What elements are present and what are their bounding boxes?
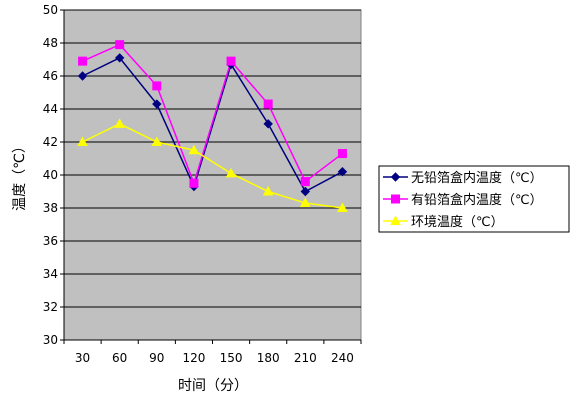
data-point-s2 <box>337 202 348 212</box>
y-tick-label: 40 <box>43 168 58 182</box>
legend-label: 环境温度（℃） <box>411 214 504 230</box>
x-tick-label: 90 <box>149 351 164 365</box>
data-point-s0 <box>77 71 88 81</box>
data-point-s2 <box>151 136 163 146</box>
y-tick-label: 42 <box>43 135 58 149</box>
data-point-s0 <box>263 119 273 129</box>
legend-label: 有铅箔盒内温度（℃） <box>411 192 543 208</box>
x-tick-label: 180 <box>257 351 280 365</box>
y-tick-label: 48 <box>43 36 58 50</box>
x-axis-title: 时间（分） <box>178 378 248 394</box>
data-point-s0 <box>300 186 311 197</box>
y-tick-label: 32 <box>43 300 58 314</box>
x-tick-label: 150 <box>220 351 243 365</box>
legend-box <box>378 165 570 233</box>
data-point-s1 <box>263 99 273 109</box>
series-line-2 <box>82 123 343 209</box>
data-point-s2 <box>77 136 88 146</box>
y-tick-label: 30 <box>43 333 58 347</box>
y-tick-label: 50 <box>43 3 58 17</box>
data-point-s2 <box>225 167 237 178</box>
x-tick-label: 210 <box>294 351 317 365</box>
series-markers <box>77 40 348 212</box>
y-tick-label: 46 <box>43 69 58 83</box>
series-line-1 <box>82 43 343 186</box>
data-point-s1 <box>226 56 236 66</box>
data-point-s0 <box>337 166 348 177</box>
data-point-s1 <box>78 56 88 66</box>
data-point-s2 <box>114 118 126 128</box>
data-point-s1 <box>337 149 347 159</box>
legend-marker <box>390 215 401 225</box>
data-point-s1 <box>152 81 162 91</box>
series-line-0 <box>82 56 343 193</box>
y-axis-title: 温度（℃） <box>12 139 28 211</box>
y-axis-ticks: 30 32 34 36 38 40 42 44 46 48 50 <box>43 3 64 347</box>
data-point-s2 <box>299 197 311 208</box>
x-tick-label: 240 <box>331 351 354 365</box>
x-tick-label: 60 <box>112 351 127 365</box>
data-point-s1 <box>115 40 125 50</box>
data-point-s0 <box>152 99 162 109</box>
data-point-s1 <box>189 178 199 188</box>
x-tick-label: 30 <box>75 351 90 365</box>
legend: 无铅箔盒内温度（℃） 有铅箔盒内温度（℃） 环境温度（℃） <box>378 165 570 233</box>
gridlines <box>63 9 361 341</box>
y-tick-label: 44 <box>43 102 58 116</box>
data-point-s0 <box>114 53 125 63</box>
series-lines <box>82 43 343 209</box>
y-tick-label: 34 <box>43 267 58 281</box>
x-tick-label: 120 <box>182 351 205 365</box>
legend-marker <box>391 194 400 204</box>
data-point-s2 <box>262 185 274 196</box>
x-axis-ticks: 30 60 90 120 150 180 210 240 <box>63 340 362 365</box>
legend-label: 无铅箔盒内温度（℃） <box>411 170 543 186</box>
legend-marker <box>390 172 401 182</box>
data-point-s1 <box>300 177 310 187</box>
y-tick-label: 36 <box>43 234 58 248</box>
data-point-s2 <box>188 144 200 155</box>
y-tick-label: 38 <box>43 201 58 215</box>
